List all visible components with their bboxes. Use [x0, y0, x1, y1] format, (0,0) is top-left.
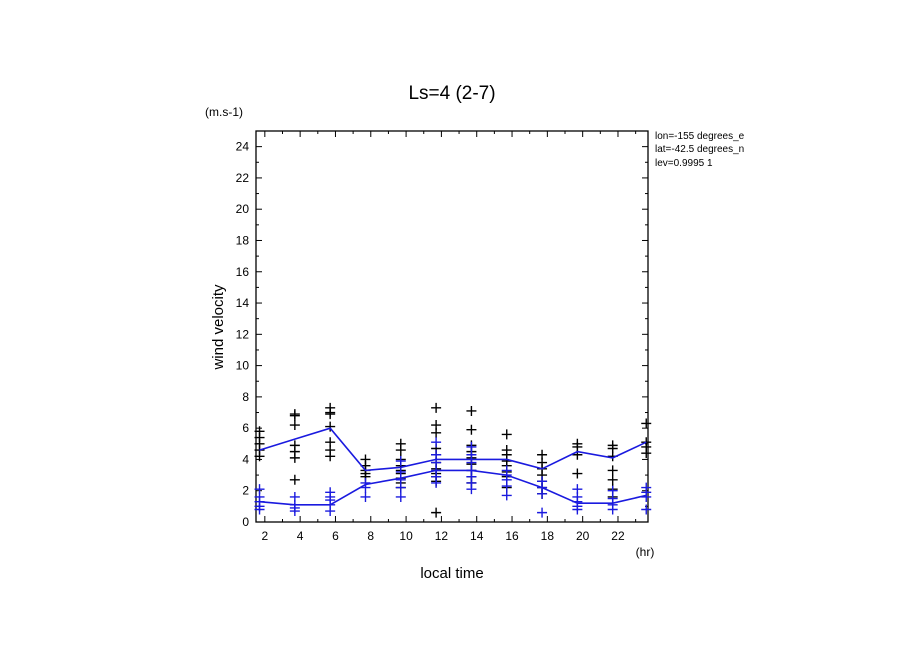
data-point: [360, 477, 371, 488]
y-tick-label: 8: [242, 390, 249, 404]
data-point: [431, 437, 442, 448]
data-point: [325, 437, 336, 448]
x-unit-label: (hr): [636, 545, 655, 559]
x-tick-label: 22: [611, 529, 625, 543]
y-tick-label: 4: [242, 452, 249, 466]
data-point: [431, 507, 442, 518]
data-point: [607, 485, 618, 496]
x-tick-label: 8: [367, 529, 374, 543]
data-point: [325, 421, 336, 432]
info-line-lat: lat=-42.5 degrees_n: [655, 144, 744, 155]
data-point: [289, 440, 300, 451]
data-point: [289, 409, 300, 420]
data-point: [641, 418, 652, 429]
x-tick-label: 18: [541, 529, 555, 543]
series-line: [259, 469, 647, 506]
data-point: [607, 440, 618, 451]
data-point: [395, 456, 406, 467]
y-tick-label: 16: [236, 265, 250, 279]
series-line: [259, 427, 647, 472]
x-axis-label: local time: [420, 565, 483, 582]
data-point: [325, 487, 336, 498]
data-point: [501, 445, 512, 456]
series-1: [254, 437, 652, 518]
data-point: [289, 491, 300, 502]
y-tick-label: 6: [242, 421, 249, 435]
data-point: [254, 426, 265, 437]
data-point: [431, 420, 442, 431]
y-tick-label: 12: [236, 327, 250, 341]
data-point: [466, 441, 477, 452]
y-tick-label: 14: [236, 296, 250, 310]
info-box: lon=-155 degrees_e lat=-42.5 degrees_n l…: [655, 131, 745, 169]
data-point: [395, 466, 406, 477]
y-axis-label: wind velocity: [210, 284, 227, 371]
y-tick-label: 20: [236, 202, 250, 216]
data-point: [572, 438, 583, 449]
x-tick-label: 10: [399, 529, 413, 543]
y-tick-label: 22: [236, 171, 250, 185]
data-point: [641, 504, 652, 515]
data-point: [607, 465, 618, 476]
y-tick-label: 24: [236, 140, 250, 154]
x-tick-label: 14: [470, 529, 484, 543]
x-tick-label: 16: [505, 529, 519, 543]
data-point: [289, 474, 300, 485]
series-0: [254, 402, 652, 518]
data-point: [431, 449, 442, 460]
chart-title: Ls=4 (2-7): [408, 83, 495, 104]
plot-frame: [255, 130, 649, 523]
y-tick-label: 2: [242, 484, 249, 498]
data-point: [537, 507, 548, 518]
data-point: [572, 484, 583, 495]
y-unit-label: (m.s-1): [205, 105, 243, 119]
data-point: [466, 424, 477, 435]
data-point: [607, 474, 618, 485]
x-tick-label: 4: [297, 529, 304, 543]
data-point: [537, 476, 548, 487]
data-point: [360, 491, 371, 502]
data-point: [572, 468, 583, 479]
info-line-lon: lon=-155 degrees_e: [655, 131, 745, 142]
x-tick-label: 12: [435, 529, 449, 543]
y-tick-label: 18: [236, 233, 250, 247]
data-point: [254, 484, 265, 495]
data-point: [501, 429, 512, 440]
data-point: [501, 465, 512, 476]
y-tick-label: 0: [242, 515, 249, 529]
data-point: [395, 491, 406, 502]
x-tick-label: 2: [261, 529, 268, 543]
data-point: [360, 454, 371, 465]
data-point: [537, 449, 548, 460]
data-point: [431, 402, 442, 413]
x-tick-label: 6: [332, 529, 339, 543]
y-tick-label: 10: [236, 359, 250, 373]
data-point: [501, 490, 512, 501]
data-point: [641, 482, 652, 493]
data-point: [466, 405, 477, 416]
info-line-lev: lev=0.9995 1: [655, 158, 713, 169]
data-point: [325, 402, 336, 413]
data-point: [289, 420, 300, 431]
data-point: [641, 437, 652, 448]
data-point: [395, 438, 406, 449]
x-tick-label: 20: [576, 529, 590, 543]
